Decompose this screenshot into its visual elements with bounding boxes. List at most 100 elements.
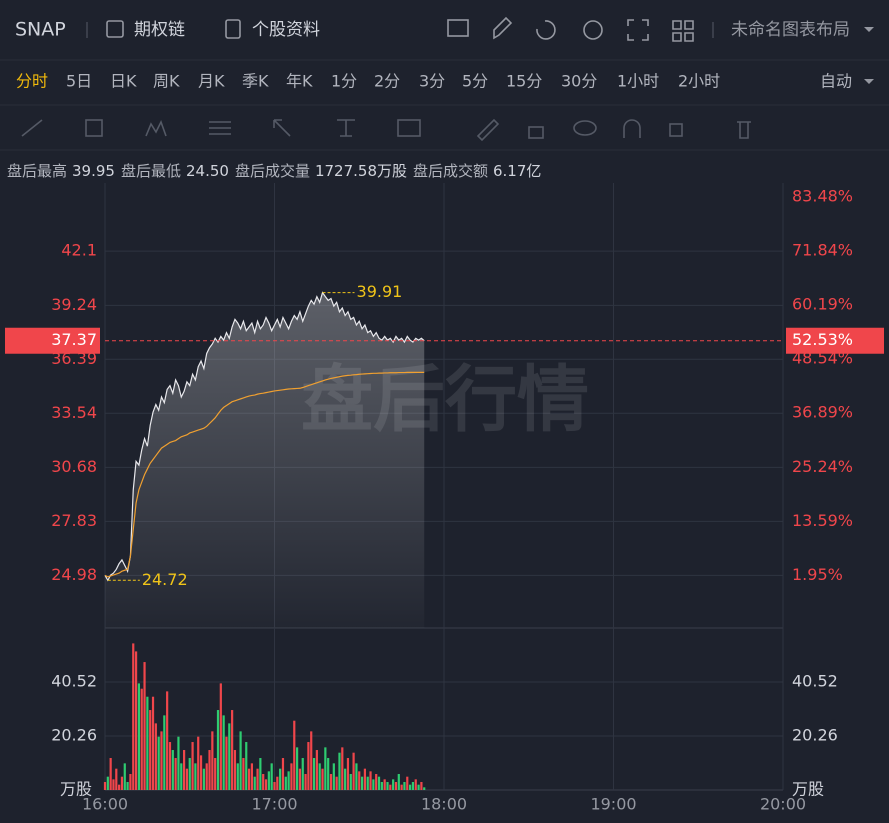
volume-bar [202,768,205,790]
volume-bar [208,750,211,790]
volume-bar [129,774,132,790]
tool[interactable] [528,126,544,139]
tool[interactable] [273,119,291,137]
volume-bar [154,723,157,790]
info-label: 盘后最低 [121,162,181,180]
y-tick-label: 39.24 [51,295,97,314]
tool[interactable] [397,119,421,137]
volume-bar [245,742,248,790]
volume-bar [380,782,383,790]
volume-bar [228,723,231,790]
session-info: 盘后最高 39.95 盘后最低 24.50 盘后成交量 1727.58万股 盘后成交额 6.1… [7,162,541,180]
period-tab[interactable]: 15分 [506,72,542,91]
period-tab[interactable]: 周K [153,72,180,91]
icon[interactable] [583,20,603,40]
volume-bar [134,651,138,790]
y2-tick-label: 13.59% [792,511,853,530]
y2-tick-label: 1.95% [792,565,843,584]
volume-bar [242,758,245,790]
volume-bar [253,776,256,790]
tool[interactable] [669,123,683,137]
option-chain[interactable]: 期权链 [134,20,185,40]
tool[interactable] [573,120,597,136]
volume-bar [180,763,183,790]
icon[interactable] [447,19,469,37]
volume-bar [318,763,321,790]
y2-tick-label: 25.24% [792,457,853,476]
y2-tick-label: 60.19% [792,295,853,314]
period-tab[interactable]: 30分 [561,72,597,91]
period-tab[interactable]: 2分 [374,72,400,91]
volume-bar [403,782,406,790]
period-tab[interactable]: 月K [198,72,225,91]
layout-name[interactable]: 未命名图表布局 [731,20,850,40]
volume-tick-label: 20.26 [792,726,838,745]
volume-bar [281,758,285,790]
volume-bar [109,758,112,790]
period-tab[interactable]: 分时 [16,72,48,91]
period-tab[interactable]: 5日 [66,72,92,91]
volume-bar [400,784,403,790]
volume-bar [270,763,273,790]
profile[interactable]: 个股资料 [252,20,320,40]
period-tab[interactable]: 2小时 [678,72,720,91]
volume-bar [259,758,262,790]
volume-bar [199,755,203,790]
volume-bar [194,763,197,790]
volume-bar [239,731,242,790]
last-change-box [786,327,884,354]
volume-bar [247,768,251,790]
volume-bar [375,774,378,790]
x-tick-label: 20:00 [760,795,806,814]
volume-bar [137,683,140,790]
last-change-label: 52.53% [792,330,853,349]
volume-bar [171,750,174,790]
volume-bar [185,768,189,790]
volume-bar [423,787,426,790]
volume-bar [118,784,121,790]
tool[interactable] [85,119,103,137]
volume-bar [290,763,293,790]
tool[interactable] [623,119,641,138]
volume-bar [389,784,392,790]
auto[interactable]: 自动 [820,72,852,91]
icon[interactable] [493,16,513,40]
volume-bar [349,774,352,790]
tool[interactable] [737,121,751,139]
volume-bar [236,763,239,790]
period-tab[interactable]: 3分 [419,72,445,91]
volume-bar [397,774,400,790]
period-tab[interactable]: 日K [110,72,137,91]
volume-bar [126,782,129,790]
period-tab[interactable]: 5分 [462,72,488,91]
symbol[interactable]: SNAP [15,19,66,41]
volume-bar [168,742,172,790]
icon[interactable] [536,20,556,40]
volume-bar [310,731,313,790]
icon[interactable] [627,19,649,41]
volume-bar [197,736,200,790]
volume-bar [140,688,143,790]
volume-bar [279,768,282,790]
volume-bar [149,710,152,790]
tool[interactable] [145,119,167,137]
tool[interactable] [337,119,355,137]
period-tab[interactable]: 年K [286,72,313,91]
icon[interactable] [672,20,694,42]
tool[interactable] [21,119,43,137]
volume-bar [293,720,296,790]
info-value: 1727.58万股 [315,162,407,180]
volume-bar [160,731,163,790]
volume-bar [166,691,169,790]
period-tab[interactable]: 季K [242,72,269,91]
period-tab[interactable]: 1小时 [617,72,659,91]
volume-bar [276,776,279,790]
tool[interactable] [476,118,500,142]
tool[interactable] [209,121,231,135]
period-tab[interactable]: 1分 [331,72,357,91]
last-price-box [5,327,100,354]
annotation-label: 24.72 [142,570,188,589]
annotation-label: 39.91 [357,282,403,301]
volume-bar [120,776,124,790]
